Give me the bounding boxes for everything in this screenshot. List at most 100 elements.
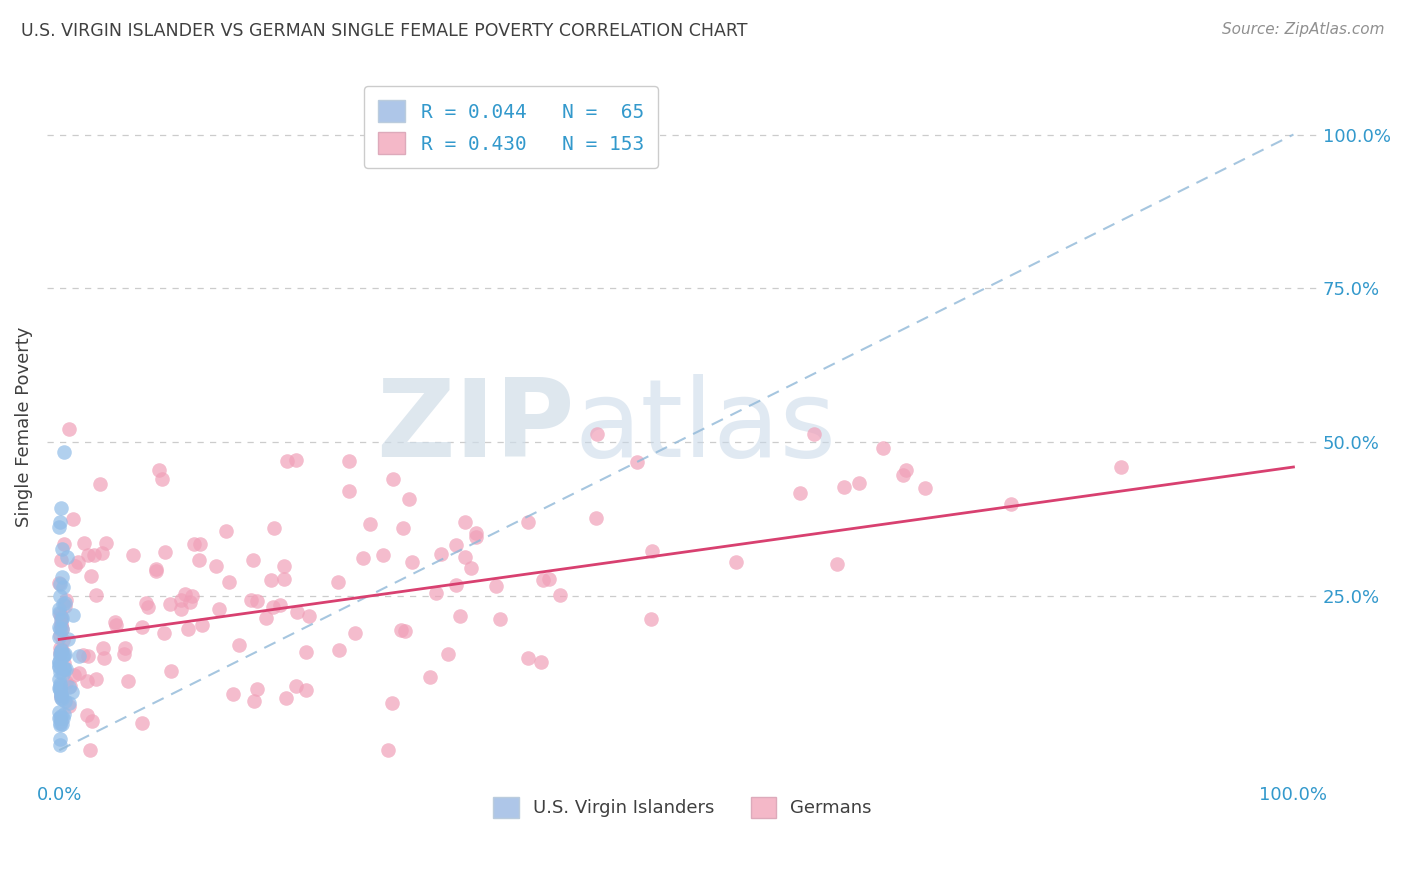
Point (104, 618, 127, 632)
Point (848, 476, 870, 491)
Point (145, 562, 167, 576)
Point (337, 454, 360, 468)
Point (242, 552, 264, 566)
Point (586, 426, 609, 441)
Point (159, 597, 181, 611)
Point (285, 605, 308, 619)
Point (49, 610, 72, 624)
Point (394, 624, 416, 638)
Point (53, 647, 76, 661)
Point (1000, 497, 1022, 511)
Point (48, 718, 70, 732)
Point (52, 656, 75, 670)
Point (53, 596, 76, 610)
Point (49, 714, 72, 728)
Point (150, 472, 173, 486)
Point (269, 598, 291, 612)
Point (298, 609, 321, 624)
Point (295, 645, 318, 659)
Point (49, 643, 72, 657)
Point (260, 573, 283, 587)
Point (49, 641, 72, 656)
Point (49, 615, 72, 630)
Point (52, 711, 75, 725)
Text: Source: ZipAtlas.com: Source: ZipAtlas.com (1222, 22, 1385, 37)
Point (63, 558, 86, 573)
Point (401, 555, 423, 569)
Point (51, 610, 73, 624)
Point (94, 535, 117, 549)
Point (82, 714, 104, 728)
Point (454, 515, 477, 529)
Point (214, 524, 236, 538)
Point (444, 577, 467, 591)
Point (49, 681, 72, 696)
Point (170, 592, 193, 607)
Point (51, 692, 73, 706)
Point (222, 686, 245, 700)
Point (52, 648, 75, 663)
Point (832, 480, 855, 494)
Point (328, 643, 350, 657)
Point (285, 453, 308, 467)
Point (276, 454, 298, 468)
Point (48, 602, 70, 616)
Point (49, 552, 72, 566)
Point (49, 731, 72, 746)
Point (419, 670, 441, 684)
Point (49, 619, 72, 633)
Point (51, 622, 73, 636)
Point (67, 648, 90, 663)
Point (73, 536, 96, 550)
Point (48, 620, 70, 634)
Point (52, 597, 75, 611)
Point (55, 693, 77, 707)
Point (114, 640, 136, 655)
Point (516, 515, 538, 529)
Point (179, 595, 201, 609)
Point (243, 694, 266, 708)
Point (49, 646, 72, 660)
Point (352, 551, 374, 566)
Point (273, 559, 295, 574)
Point (56, 632, 79, 646)
Point (263, 521, 285, 535)
Point (49, 515, 72, 529)
Point (52, 667, 75, 681)
Point (398, 492, 420, 507)
Point (53, 706, 76, 721)
Point (135, 596, 157, 610)
Point (49, 622, 72, 636)
Point (170, 602, 193, 616)
Point (464, 526, 486, 541)
Point (53, 445, 76, 459)
Point (55, 674, 77, 689)
Point (51, 570, 73, 584)
Point (56, 549, 79, 564)
Point (585, 511, 607, 525)
Point (893, 467, 915, 482)
Point (104, 615, 127, 630)
Point (84, 588, 107, 602)
Point (48, 607, 70, 621)
Point (49, 739, 72, 753)
Point (93, 650, 115, 665)
Point (53, 661, 76, 675)
Point (548, 589, 571, 603)
Point (58, 696, 80, 710)
Point (138, 599, 160, 614)
Point (204, 558, 226, 573)
Text: U.S. VIRGIN ISLANDER VS GERMAN SINGLE FEMALE POVERTY CORRELATION CHART: U.S. VIRGIN ISLANDER VS GERMAN SINGLE FE… (21, 22, 748, 40)
Point (77, 648, 100, 663)
Point (48, 673, 70, 687)
Point (640, 612, 662, 626)
Point (49, 647, 72, 661)
Point (52, 632, 75, 647)
Point (51, 690, 73, 705)
Point (86, 672, 108, 686)
Point (626, 454, 648, 468)
Point (425, 586, 447, 600)
Point (153, 626, 176, 640)
Point (228, 638, 250, 652)
Point (49, 683, 72, 698)
